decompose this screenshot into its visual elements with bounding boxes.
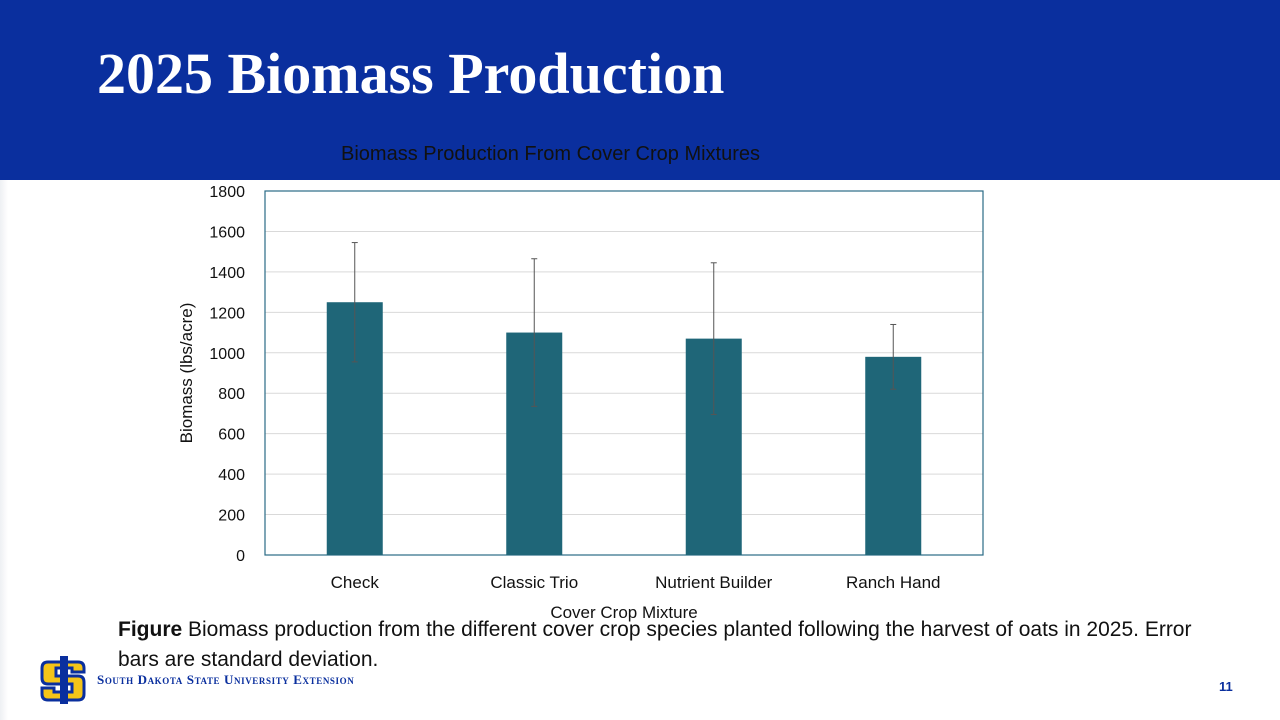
x-tick-label: Classic Trio [490,573,578,592]
sdsu-logo-icon [40,656,86,704]
edge-shade [0,180,8,720]
x-tick-label: Ranch Hand [846,573,941,592]
y-tick-label: 1000 [209,346,245,363]
y-tick-label: 1600 [209,224,245,241]
caption-text: Biomass production from the different co… [118,618,1192,671]
y-tick-label: 800 [218,386,245,403]
y-tick-label: 1400 [209,265,245,282]
chart-title: Biomass Production From Cover Crop Mixtu… [341,143,761,165]
plot-border [264,190,984,556]
plot-area [265,191,983,555]
page-number: 11 [1219,679,1233,694]
org-name: South Dakota State University Extension [97,672,355,687]
slide-title: 2025 Biomass Production [97,41,725,106]
figure-caption: Figure Biomass production from the diffe… [118,615,1218,675]
y-tick-label: 200 [218,508,245,525]
x-tick-label: Nutrient Builder [655,573,773,592]
x-tick-label: Check [331,573,380,592]
x-axis-title: Cover Crop Mixture [550,603,697,622]
y-tick-label: 1200 [209,305,245,322]
bar [865,356,922,555]
y-tick-label: 400 [218,467,245,484]
y-tick-label: 1800 [209,184,245,201]
caption-label: Figure [118,618,183,641]
y-tick-label: 0 [236,548,245,565]
y-tick-label: 600 [218,427,245,444]
y-axis-title: Biomass (lbs/acre) [177,303,196,444]
title-banner [0,0,1280,180]
